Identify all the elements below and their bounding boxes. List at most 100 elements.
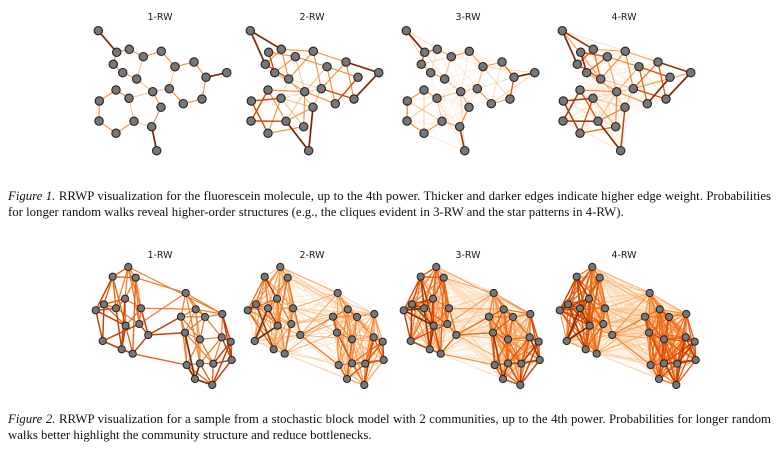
graph-node [459,145,470,156]
graph-edge [685,313,697,361]
graph-node [432,44,443,55]
graph-edge [576,50,626,65]
graph-edge [632,61,659,90]
graph-edge [411,275,422,306]
graph-edge [440,353,504,380]
graph-edge [299,334,348,380]
graph-edge [184,331,196,380]
graph-node [328,312,338,321]
graph-node [303,145,314,156]
graph-edge [632,87,667,100]
graph-node [600,304,610,313]
graph-node [144,330,153,340]
graph-node [611,86,622,97]
graph-edge [592,97,622,152]
graph-edge [579,91,618,134]
graph-edge [597,106,626,122]
graph-edge [668,316,696,343]
graph-node [644,328,654,337]
graph-node [419,304,429,313]
graph-edge [132,277,137,355]
graph-edge [247,309,256,342]
graph-node [452,330,461,340]
graph-edge [444,66,484,80]
graph-node [406,336,415,346]
graph-node [181,288,190,298]
graph-edge [493,292,509,364]
graph-node [164,83,175,94]
graph-edge [347,308,353,340]
graph-edge [558,297,590,312]
graph-edge [423,132,466,152]
graph-edge [280,48,314,52]
graph-node [489,288,498,298]
graph-edge [276,298,292,325]
graph-edge [185,292,206,318]
graph-node [516,380,525,390]
graph-node [91,306,100,315]
graph-edge [503,308,509,340]
graph-edge [253,307,269,342]
graph-edge [103,303,127,327]
graph-edge [345,61,380,74]
graph-edge [676,340,696,365]
graph-edge [267,126,305,134]
graph-edge [287,277,339,294]
figure1-panel2-graph [245,25,384,156]
graph-edge [591,266,598,355]
graph-node [111,85,121,95]
graph-edge [616,66,640,93]
graph-edge [420,56,452,65]
figure1-panel4-graph [557,25,696,156]
graph-node [595,273,604,282]
graph-edge [250,97,282,102]
figure1-caption-text: RRWP visualization for the fluorescein m… [8,189,772,219]
graph-edge [409,303,413,342]
graph-node [432,262,441,272]
graph-node [208,380,217,390]
graph-node [111,47,122,58]
graph-node [369,333,378,342]
graph-edge [619,106,626,152]
figure2-panel3-graph [399,262,544,390]
graph-node [124,44,135,55]
graph-node [98,336,107,346]
graph-edge [147,315,182,336]
graph-node [620,46,631,57]
graph-node [645,288,654,298]
graph-edge [455,292,495,336]
graph-edge [199,362,213,386]
graph-node [342,374,352,384]
graph-node [290,51,301,62]
graph-node [672,380,681,390]
graph-edge [410,340,496,366]
graph-edge [638,66,671,78]
graph-edge [650,336,687,366]
graph-edge [579,89,599,122]
graph-node [402,96,413,106]
graph-edge [127,266,223,315]
graph-node [200,312,210,322]
graph-edge [292,307,334,318]
graph-node [370,309,379,319]
graph-edge [406,97,438,122]
graph-edge [337,292,375,315]
graph-node [655,305,664,314]
graph-edge [212,340,232,365]
graph-node [287,319,296,329]
graph-node [425,67,436,78]
graph-node [273,321,282,330]
graph-edge [279,266,339,294]
graph-edge [562,97,594,102]
graph-edge [432,266,437,300]
graph-node [642,98,653,109]
graph-edge [507,336,531,364]
graph-edge [405,30,432,74]
graph-node [526,309,535,319]
graph-edge [561,29,595,51]
graph-edge [591,266,661,310]
graph-edge [255,266,281,305]
figure2-caption: Figure 2. RRWP visualization for a sampl… [8,412,771,444]
graph-edge [304,91,336,105]
